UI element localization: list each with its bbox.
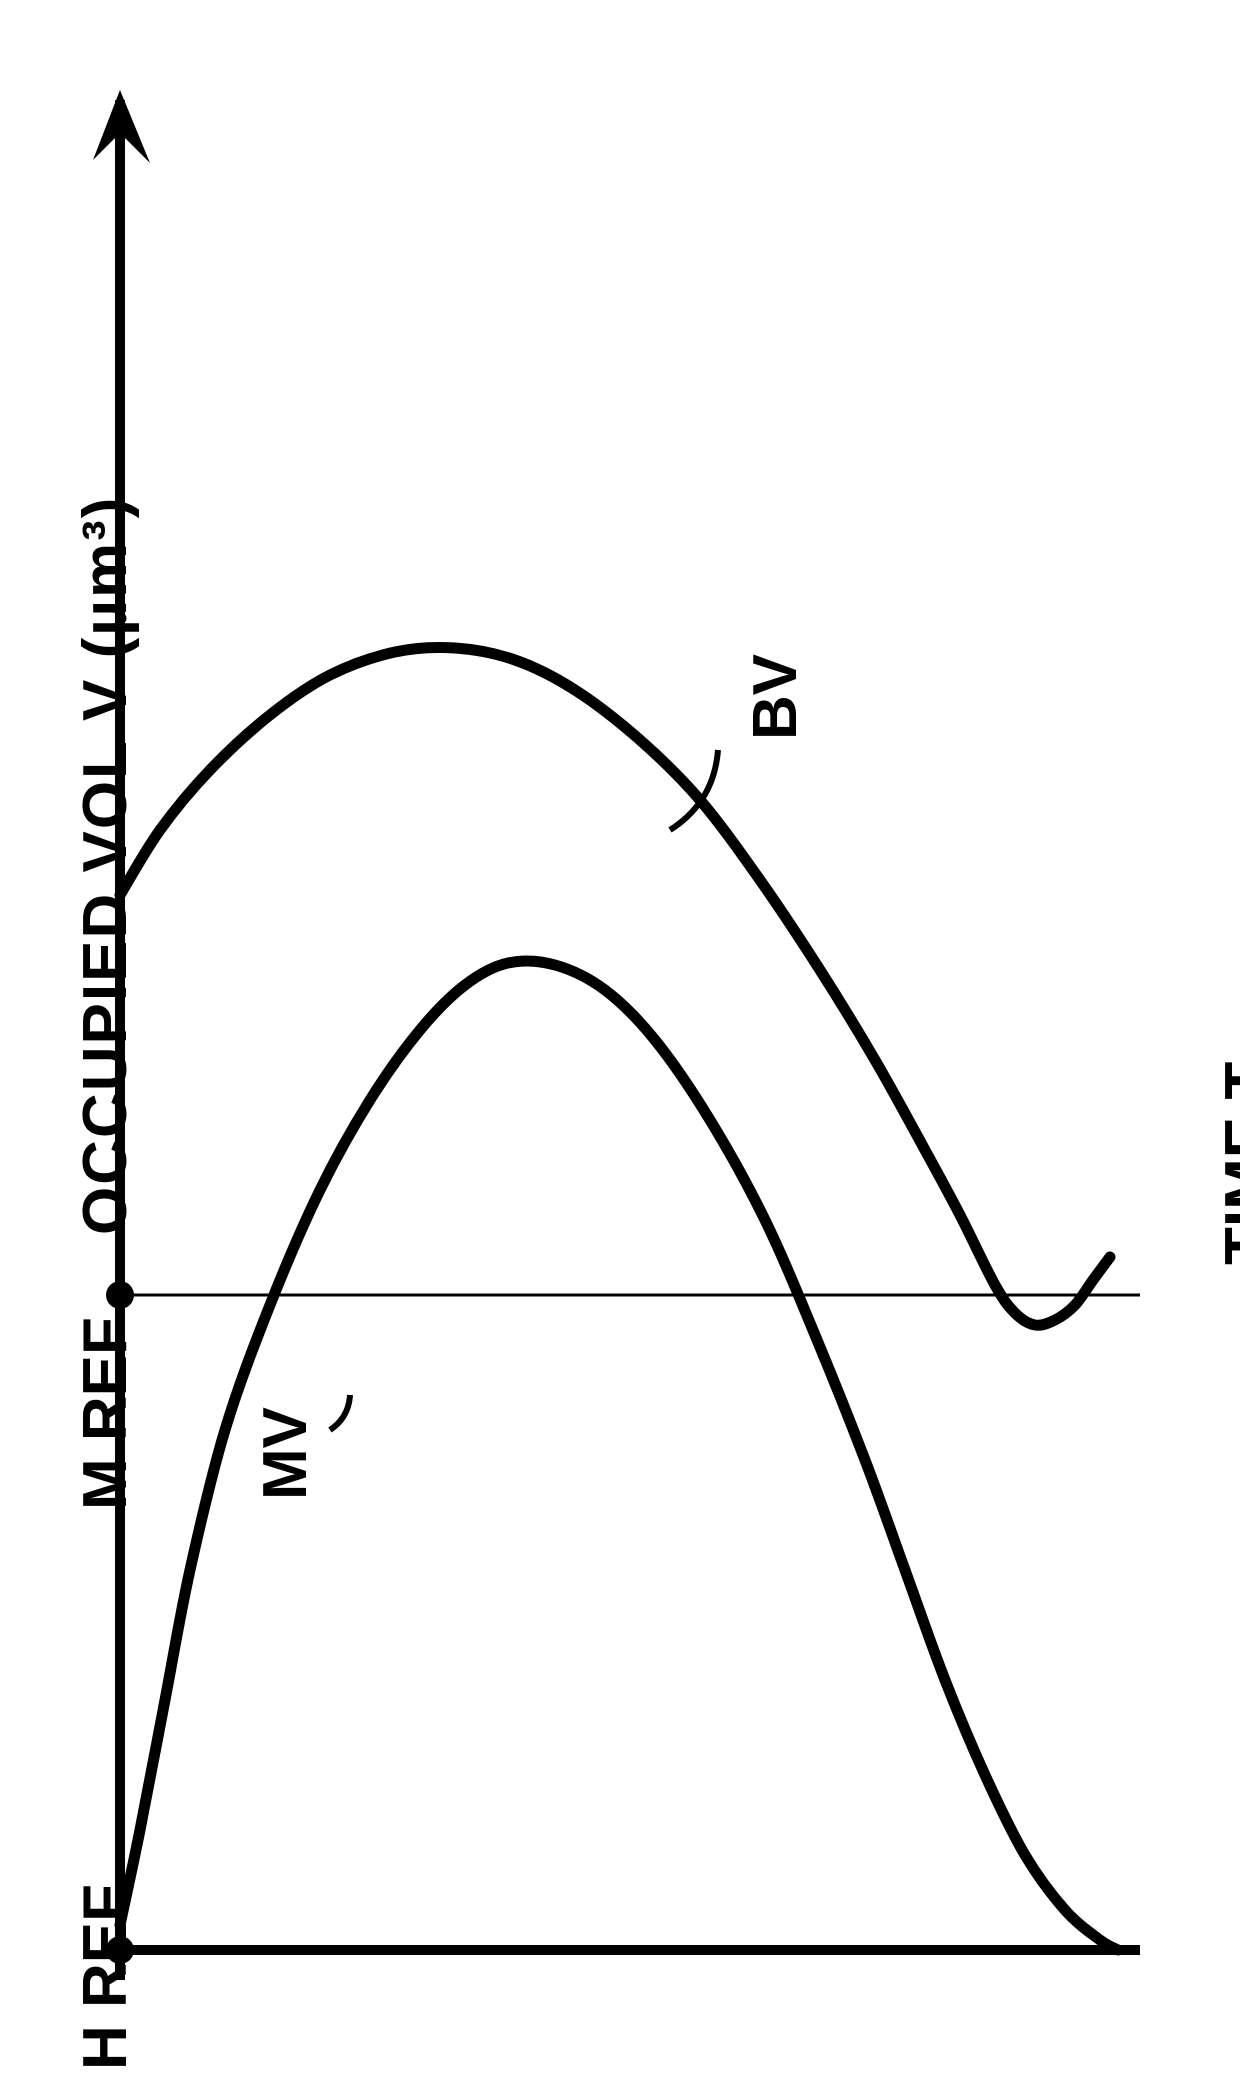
bv-curve [120,647,1110,1325]
x-axis-label: TIME T [1212,1062,1240,1265]
chart-stage: OCCUPIED VOL V (µm³) TIME T M REF H REF … [0,0,1240,2089]
mv-label: MV [250,1407,321,1500]
bv-label: BV [740,654,811,740]
m-ref-label: M REF [70,1317,141,1510]
mv-label-leader [330,1395,350,1430]
chart-svg [0,0,1240,2089]
y-axis-label: OCCUPIED VOL V (µm³) [70,496,141,1235]
h-ref-label: H REF [70,1884,141,2070]
m-ref-marker [106,1281,134,1309]
